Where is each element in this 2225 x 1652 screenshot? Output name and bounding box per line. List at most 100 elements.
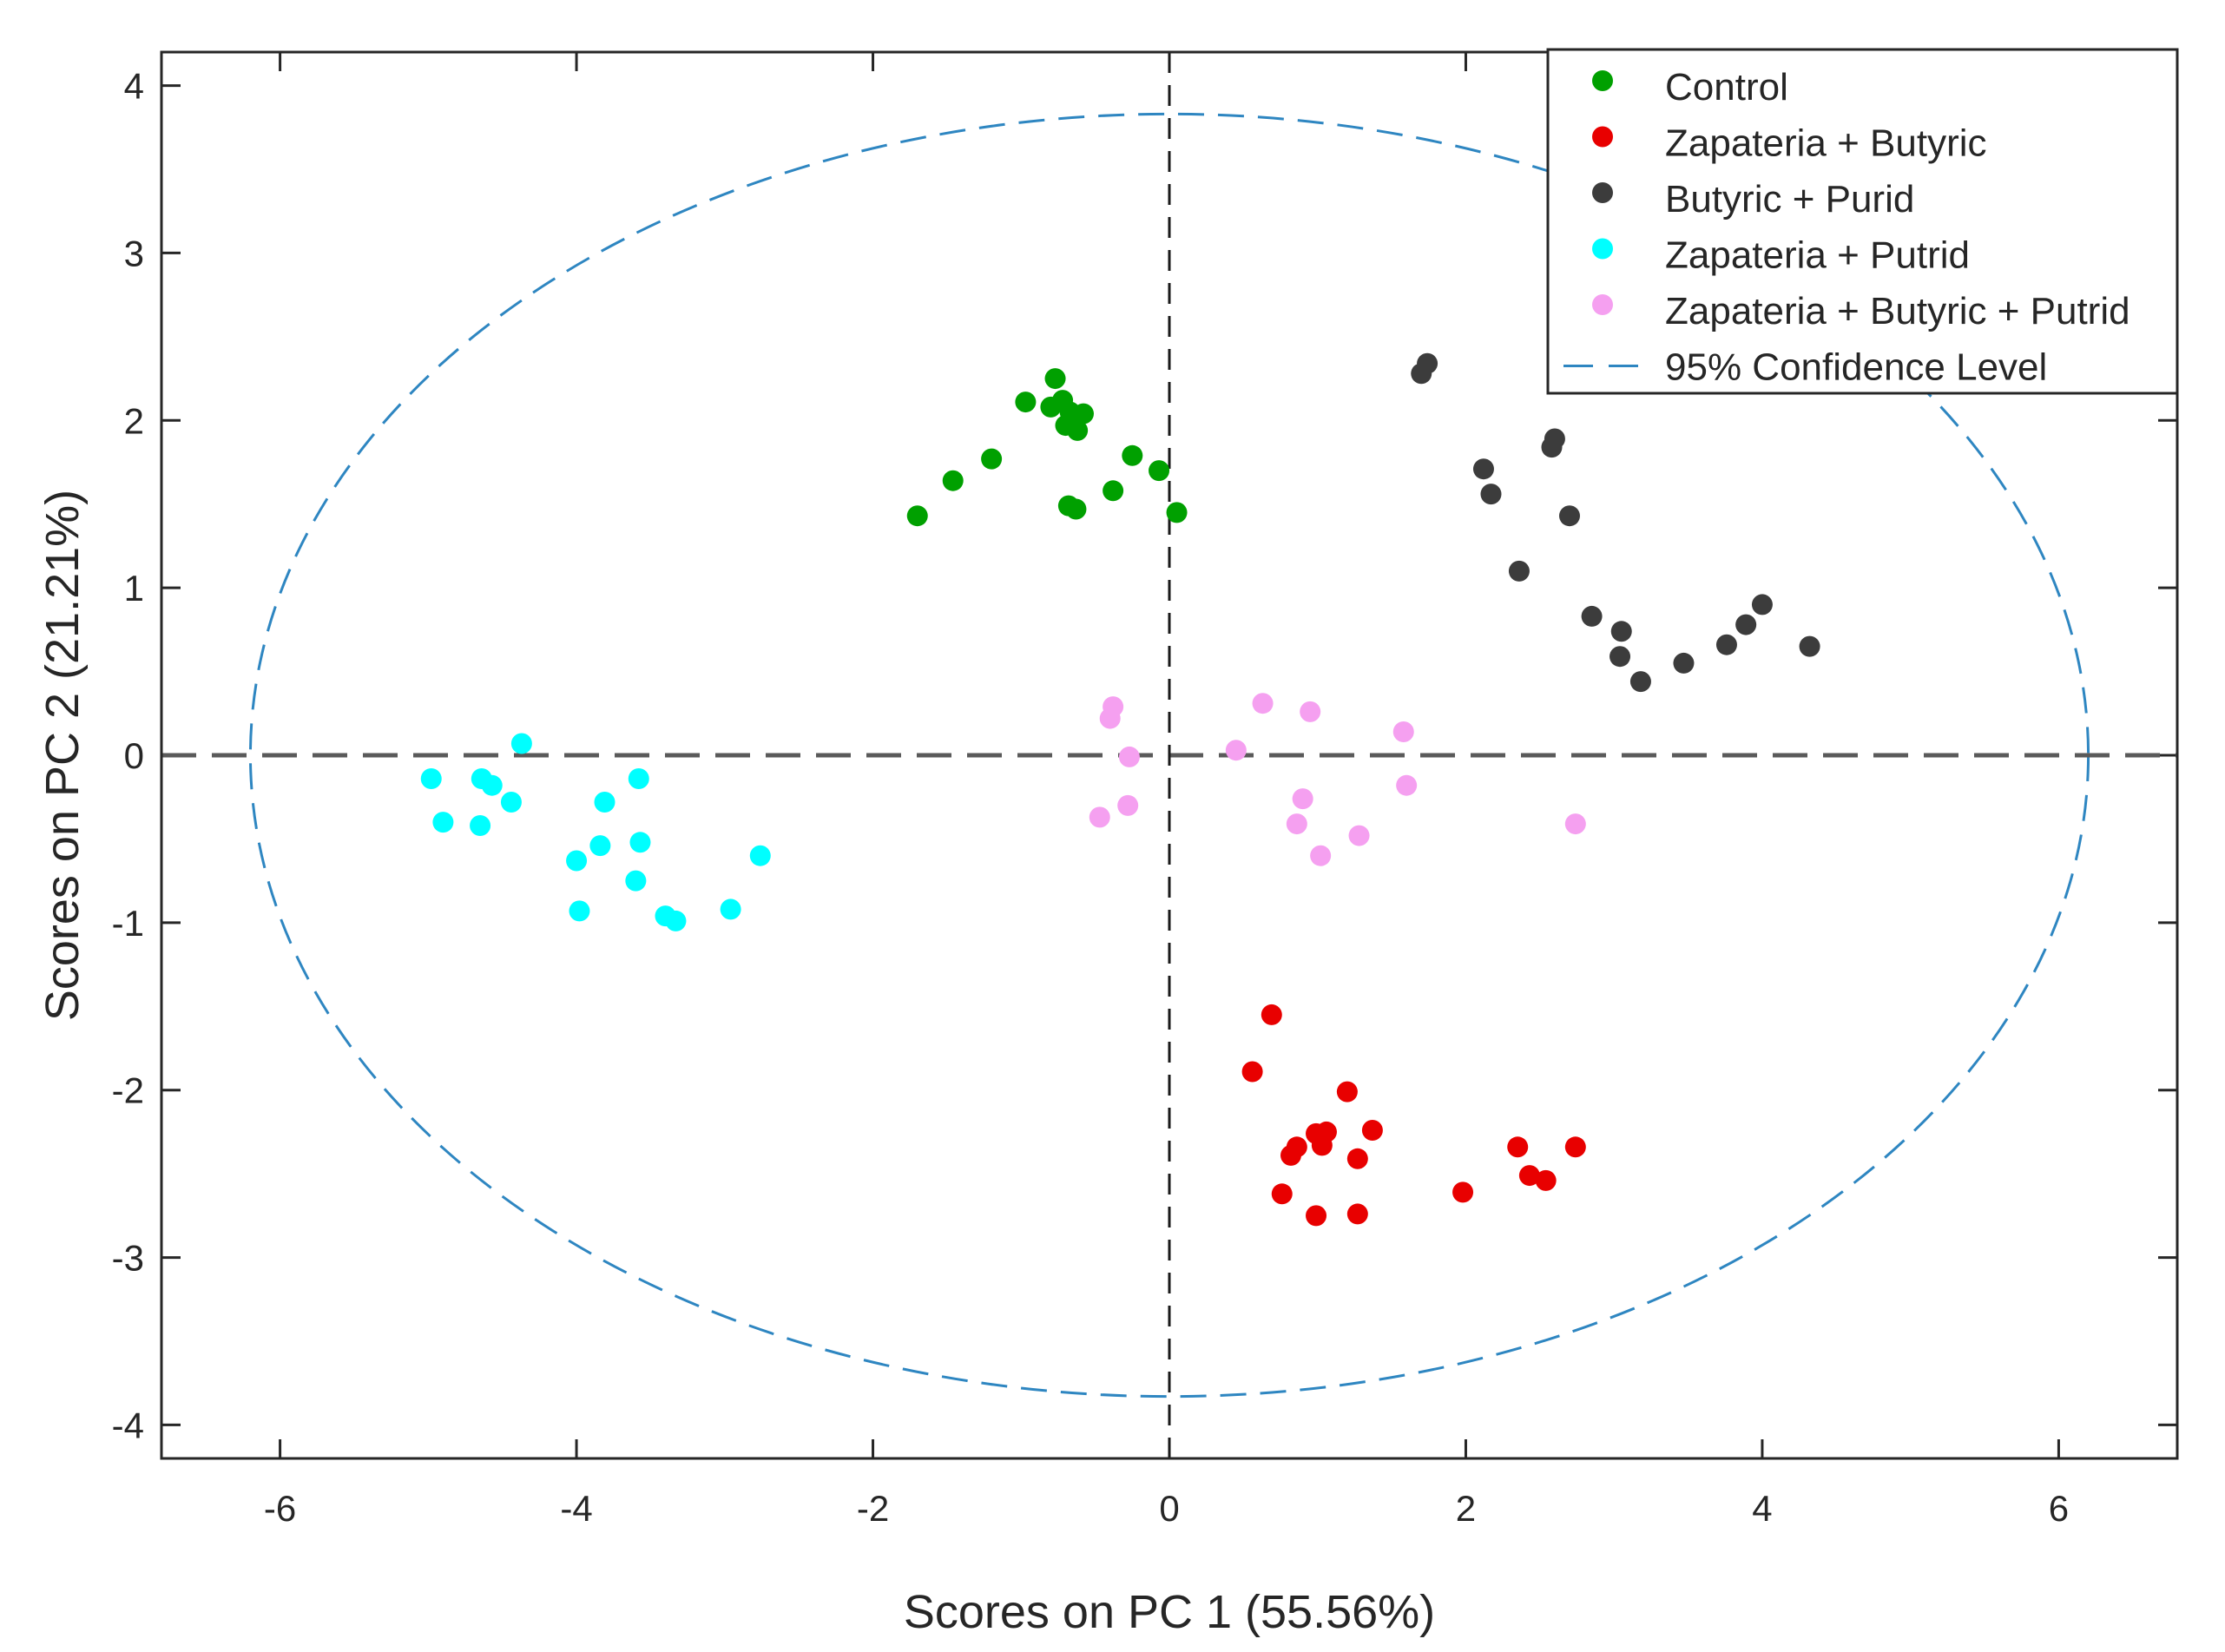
legend-marker	[1592, 294, 1613, 315]
data-point	[1271, 1183, 1293, 1205]
data-point	[1306, 1205, 1327, 1227]
data-point	[1518, 1165, 1540, 1187]
data-point	[1044, 368, 1066, 390]
x-axis-title: Scores on PC 1 (55.56%)	[904, 1586, 1435, 1638]
legend-marker	[1592, 70, 1613, 91]
legend-label: 95% Confidence Level	[1665, 346, 2047, 389]
x-tick-label: -6	[264, 1488, 296, 1529]
data-point	[1225, 740, 1247, 761]
data-point	[1286, 813, 1307, 835]
data-point	[569, 900, 590, 922]
data-point	[1311, 1135, 1333, 1156]
data-point	[420, 768, 442, 789]
data-point	[1166, 502, 1188, 523]
data-point	[481, 774, 503, 796]
data-point	[1348, 825, 1370, 846]
data-point	[1361, 1120, 1383, 1141]
data-point	[1346, 1148, 1368, 1169]
data-point	[906, 505, 928, 527]
data-point	[1300, 701, 1321, 722]
data-point	[749, 845, 771, 866]
legend-label: Zapateria + Butyric	[1665, 122, 1987, 165]
y-tick-label: 2	[124, 400, 144, 441]
x-tick-labels: -6 -4 -2 0 2 4 6	[264, 1488, 2069, 1529]
legend-marker	[1592, 182, 1613, 203]
data-point	[470, 815, 491, 836]
data-point	[665, 910, 687, 931]
legend-label: Zapateria + Putrid	[1665, 234, 1970, 277]
data-point	[1673, 652, 1695, 674]
y-tick-label: 4	[124, 66, 144, 107]
data-point	[1507, 1136, 1529, 1158]
data-point	[1310, 845, 1332, 866]
data-point	[1558, 505, 1580, 527]
data-point	[1117, 794, 1139, 816]
data-point	[720, 898, 741, 920]
y-tick-label: -2	[112, 1070, 144, 1111]
data-point	[1544, 428, 1565, 450]
data-point	[1508, 560, 1530, 582]
data-point	[1581, 605, 1603, 627]
legend-marker	[1592, 126, 1613, 148]
data-point	[1564, 813, 1586, 835]
x-tick-label: 4	[1752, 1488, 1772, 1529]
data-point	[1103, 480, 1124, 502]
axes-box	[160, 50, 2179, 1460]
y-tick-label: -1	[112, 903, 144, 944]
y-tick-label: -4	[112, 1405, 144, 1445]
data-point	[1715, 634, 1737, 655]
data-point	[1067, 419, 1089, 441]
data-point	[1015, 392, 1037, 413]
x-tick-label: -4	[560, 1488, 592, 1529]
y-tick-labels: -4 -3 -2 -1 0 1 2 3 4	[112, 66, 144, 1446]
data-point	[1149, 460, 1170, 482]
data-point	[1292, 788, 1313, 810]
y-axis-title: Scores on PC 2 (21.21%)	[36, 490, 89, 1021]
data-point	[1261, 1004, 1282, 1025]
data-point	[1089, 806, 1110, 828]
data-point	[1099, 708, 1121, 729]
data-point	[1072, 403, 1094, 425]
y-tick-label: 3	[124, 233, 144, 273]
data-point	[942, 470, 964, 491]
y-tick-label: 0	[124, 735, 144, 776]
data-point	[589, 835, 611, 857]
data-point	[981, 448, 1003, 470]
legend: Control Zapateria + Butyric Butyric + Puri…	[1546, 48, 2179, 395]
data-point	[629, 832, 651, 853]
legend-label: Control	[1665, 66, 1788, 109]
data-point	[1241, 1061, 1263, 1083]
legend-label: Butyric + Purid	[1665, 178, 1914, 220]
data-point	[1610, 621, 1632, 642]
x-tick-label: 2	[1456, 1488, 1476, 1529]
data-point	[1535, 1169, 1557, 1191]
data-point	[510, 733, 532, 754]
legend-marker	[1592, 238, 1613, 260]
x-tick-label: 6	[2049, 1488, 2069, 1529]
legend-box	[1546, 48, 2179, 395]
data-point	[1065, 498, 1087, 520]
data-point	[432, 812, 454, 833]
data-point	[1417, 352, 1438, 374]
data-point	[566, 850, 588, 872]
x-tick-label: -2	[857, 1488, 889, 1529]
data-point	[628, 768, 649, 789]
data-point	[1472, 458, 1494, 480]
data-point	[1751, 594, 1773, 615]
data-point	[1280, 1144, 1302, 1166]
y-tick-label: 1	[124, 568, 144, 609]
data-point	[1252, 693, 1274, 714]
data-point	[1480, 484, 1502, 505]
data-point	[625, 870, 647, 892]
data-points	[420, 352, 1820, 1227]
y-tick-label: -3	[112, 1238, 144, 1279]
data-point	[1610, 646, 1631, 668]
data-point	[594, 792, 615, 813]
zero-lines	[161, 52, 2177, 1458]
data-point	[1122, 444, 1143, 466]
data-point	[1452, 1181, 1474, 1203]
data-point	[1396, 774, 1418, 796]
data-point	[500, 792, 522, 813]
x-tick-label: 0	[1159, 1488, 1179, 1529]
